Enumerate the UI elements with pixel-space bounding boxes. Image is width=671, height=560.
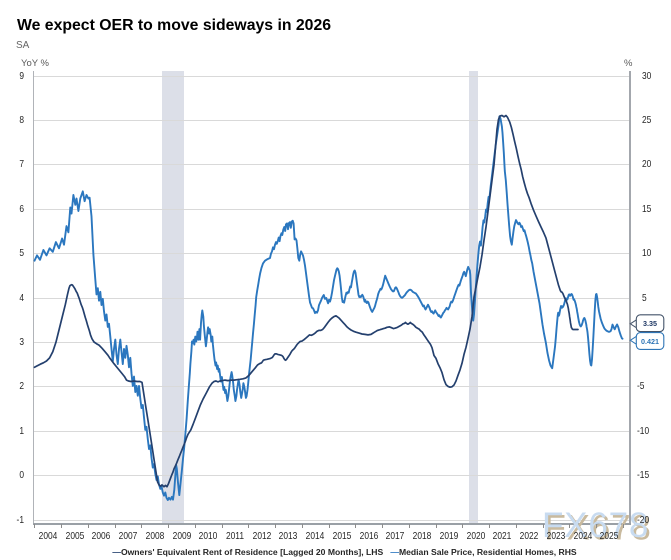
svg-text:0.421: 0.421 [641,337,659,346]
svg-text:3.35: 3.35 [643,319,657,328]
